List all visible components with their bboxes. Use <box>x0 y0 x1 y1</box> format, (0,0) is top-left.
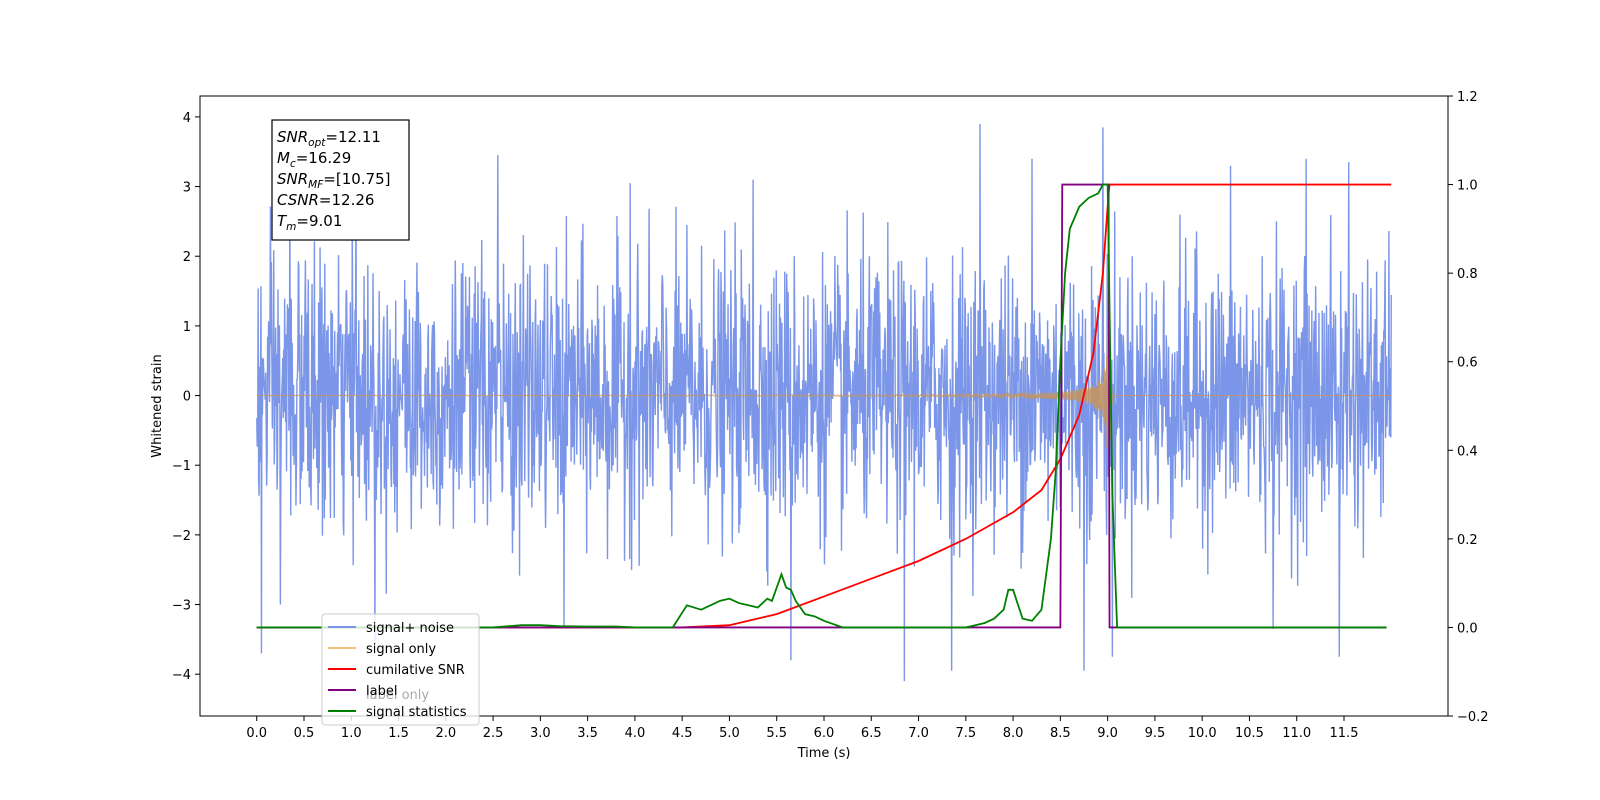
x-tick-label: 0.5 <box>294 726 315 741</box>
info-box: SNRopt=12.11Mc=16.29SNRMF=[10.75]CSNR=12… <box>271 119 410 241</box>
x-axis: 0.0 0.5 1.0 1.5 2.0 2.5 3.0 3.5 4.0 4.5 5.0 5.5 6.0 6… <box>246 716 1358 741</box>
y-axis-left: 4 3 2 1 0 −1 −2 −3 −4 <box>172 111 200 683</box>
x-tick-label: 1.5 <box>388 726 409 741</box>
x-tick-label: 10.5 <box>1235 726 1264 741</box>
x-tick-label: 2.0 <box>435 726 456 741</box>
x-tick-label: 7.5 <box>955 726 976 741</box>
y-axis-right: 1.2 1.0 0.8 0.6 0.4 0.2 0.0 −0.2 <box>1448 90 1489 725</box>
info-box-line: CSNR=12.26 <box>277 191 374 209</box>
y-axis-label: Whitened strain <box>150 354 165 457</box>
y2-tick-label: 0.4 <box>1457 444 1478 459</box>
y-tick-label: 2 <box>183 250 191 265</box>
y2-tick-label: −0.2 <box>1457 710 1489 725</box>
legend-entry-label: cumilative SNR <box>366 663 465 678</box>
x-tick-label: 11.5 <box>1330 726 1359 741</box>
y2-tick-label: 0.6 <box>1457 356 1478 371</box>
y2-tick-label: 0.2 <box>1457 533 1478 548</box>
info-box-frame <box>271 119 410 241</box>
x-tick-label: 4.0 <box>625 726 646 741</box>
x-tick-label: 5.0 <box>719 726 740 741</box>
legend-frame <box>321 613 480 726</box>
x-tick-label: 8.5 <box>1050 726 1071 741</box>
legend-entry-label: signal+ noise <box>366 621 454 636</box>
y-tick-label: −3 <box>172 599 191 614</box>
legend: signal+ noise signal only cumilative SNR la… <box>321 613 480 726</box>
x-tick-label: 3.5 <box>577 726 598 741</box>
info-box-line: SNRMF=[10.75] <box>277 170 391 191</box>
x-tick-label: 8.0 <box>1003 726 1024 741</box>
y-tick-label: 0 <box>183 390 191 405</box>
info-box-line: SNRopt=12.11 <box>277 128 381 149</box>
x-tick-label: 11.0 <box>1282 726 1311 741</box>
y-tick-label: 3 <box>183 181 191 196</box>
x-tick-label: 1.0 <box>341 726 362 741</box>
series-signal-statistics-line <box>256 183 1387 629</box>
series-signal-only-line <box>256 310 1392 482</box>
y-tick-label: 4 <box>183 111 191 126</box>
info-box-line: Mc=16.29 <box>277 149 351 170</box>
x-tick-label: 2.5 <box>483 726 504 741</box>
y2-tick-label: 1.0 <box>1457 179 1478 194</box>
x-tick-label: 9.0 <box>1097 726 1118 741</box>
legend-entry-label: signal statistics <box>366 705 467 720</box>
x-tick-label: 6.5 <box>861 726 882 741</box>
x-tick-label: 6.0 <box>814 726 835 741</box>
x-tick-label: 0.0 <box>246 726 267 741</box>
series-cumilative-snr-line <box>256 183 1392 629</box>
x-tick-label: 3.0 <box>530 726 551 741</box>
legend-entry-label: label <box>366 684 397 699</box>
legend-entry-label: signal only <box>366 642 436 657</box>
series-signal-noise-line <box>256 123 1392 682</box>
y2-tick-label: 0.8 <box>1457 267 1478 282</box>
y-tick-label: −2 <box>172 529 191 544</box>
x-tick-label: 5.5 <box>766 726 787 741</box>
y2-tick-label: 1.2 <box>1457 90 1478 105</box>
x-tick-label: 10.0 <box>1188 726 1217 741</box>
info-box-line: Tm=9.01 <box>277 212 342 233</box>
y-tick-label: 1 <box>183 320 191 335</box>
y2-tick-label: 0.0 <box>1457 621 1478 636</box>
plot-area <box>256 123 1392 682</box>
x-tick-label: 9.5 <box>1145 726 1166 741</box>
y-tick-label: −1 <box>172 459 191 474</box>
legend-hidden-label: label only <box>366 688 429 703</box>
x-tick-label: 4.5 <box>672 726 693 741</box>
x-axis-label: Time (s) <box>797 746 851 761</box>
x-tick-label: 7.0 <box>908 726 929 741</box>
y-tick-label: −4 <box>172 668 191 683</box>
